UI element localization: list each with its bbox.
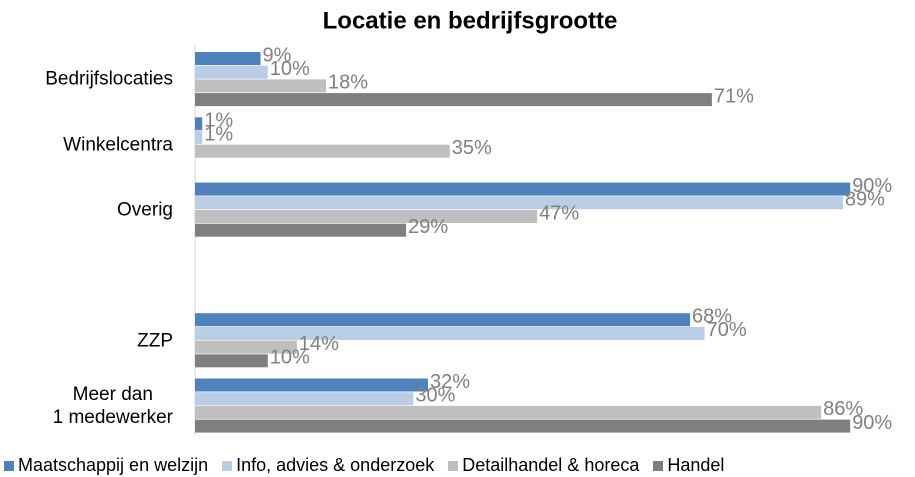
legend-swatch xyxy=(4,460,14,471)
data-label: 89% xyxy=(845,189,885,211)
bar xyxy=(195,354,268,368)
legend-label: Maatschappij en welzijn xyxy=(18,455,209,475)
data-label: 10% xyxy=(270,347,310,369)
y-tick-label: Meer dan 1 medewerker xyxy=(52,383,173,428)
data-label: 29% xyxy=(408,216,448,238)
bar xyxy=(195,52,261,65)
bar xyxy=(195,405,822,419)
data-label: 1% xyxy=(204,110,233,132)
chart-title: Locatie en bedrijfsgrootte xyxy=(323,7,618,34)
data-label: 86% xyxy=(823,398,863,420)
y-tick-label: Bedrijfslocaties xyxy=(45,68,173,90)
data-label: 9% xyxy=(263,44,292,66)
data-label: 14% xyxy=(299,333,339,355)
bar xyxy=(195,378,428,392)
bar xyxy=(195,79,327,93)
y-tick-label: ZZP xyxy=(137,330,173,352)
data-label: 35% xyxy=(452,137,492,159)
data-label: 18% xyxy=(328,72,368,94)
bar xyxy=(195,326,705,340)
plot: Locatie en bedrijfsgrootte 9%10%18%71%1%… xyxy=(194,7,892,436)
data-label: 70% xyxy=(707,319,747,341)
bar xyxy=(195,210,538,223)
legend-swatch xyxy=(222,460,233,471)
bar xyxy=(195,313,691,327)
bar xyxy=(195,392,414,406)
legend-item: Detailhandel & horeca xyxy=(448,455,639,476)
data-label: 90% xyxy=(852,175,892,197)
bar xyxy=(195,182,851,196)
data-label: 32% xyxy=(430,371,470,393)
legend-label: Detailhandel & horeca xyxy=(462,455,640,475)
bar xyxy=(195,419,851,433)
legend-swatch xyxy=(448,460,459,471)
bar xyxy=(195,93,712,107)
bar xyxy=(195,223,407,237)
legend-item: Info, advies & onderzoek xyxy=(222,455,434,476)
bar xyxy=(195,65,268,79)
bar xyxy=(195,196,843,210)
legend: Maatschappij en welzijn Info, advies & on… xyxy=(4,455,738,476)
legend-item: Handel xyxy=(653,455,724,476)
y-tick-label: Overig xyxy=(117,199,173,221)
data-label: 71% xyxy=(714,85,754,107)
y-tick-label: Winkelcentra xyxy=(63,134,173,156)
legend-label: Handel xyxy=(667,455,725,475)
bar xyxy=(195,340,297,354)
bar xyxy=(195,117,203,131)
data-label: 1% xyxy=(204,123,233,145)
bar xyxy=(195,144,450,158)
data-label: 90% xyxy=(852,412,892,434)
data-label: 30% xyxy=(415,384,455,406)
legend-label: Info, advies & onderzoek xyxy=(236,455,435,475)
legend-item: Maatschappij en welzijn xyxy=(4,455,208,476)
data-label: 10% xyxy=(270,58,310,80)
bar xyxy=(195,131,203,144)
data-label: 68% xyxy=(692,305,732,327)
legend-swatch xyxy=(653,460,664,471)
data-label: 47% xyxy=(539,202,579,224)
